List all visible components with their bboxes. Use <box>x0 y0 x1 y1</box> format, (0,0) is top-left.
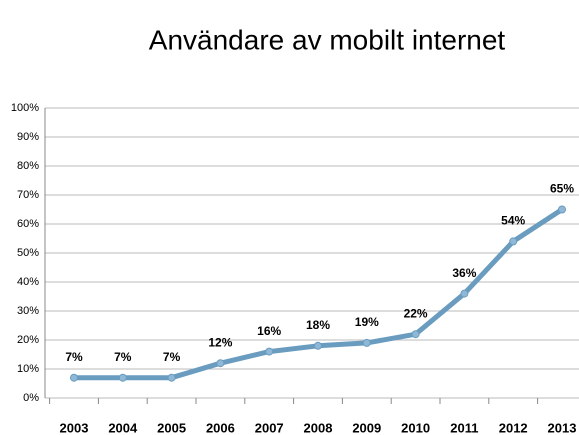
data-label: 16% <box>257 324 281 338</box>
x-tick-label: 2003 <box>60 420 89 435</box>
data-label: 65% <box>550 182 574 196</box>
point <box>167 373 176 382</box>
x-tick-label: 2009 <box>352 420 381 435</box>
x-tick-label: 2011 <box>450 420 478 435</box>
x-tick-label: 2007 <box>255 420 284 435</box>
point <box>509 237 518 246</box>
data-label: 22% <box>404 306 428 320</box>
data-label: 18% <box>306 318 330 332</box>
y-tick-label: 70% <box>17 189 39 201</box>
y-tick-label: 30% <box>17 305 39 317</box>
point <box>460 289 469 298</box>
y-tick-label: 20% <box>17 334 39 346</box>
y-tick-label: 80% <box>17 160 39 172</box>
line-series <box>74 207 564 381</box>
y-tick-label: 60% <box>17 218 39 230</box>
x-tick-label: 2005 <box>157 420 186 435</box>
x-tick-label: 2013 <box>548 420 577 435</box>
point <box>216 359 225 368</box>
point <box>558 205 566 214</box>
data-label: 12% <box>208 335 232 349</box>
point <box>411 330 420 339</box>
data-label: 7% <box>65 350 83 364</box>
data-label: 7% <box>114 350 132 364</box>
data-label: 36% <box>452 266 476 280</box>
point <box>314 341 322 350</box>
x-tick-label: 2004 <box>108 420 138 435</box>
x-tick-label: 2010 <box>401 420 430 435</box>
y-tick-label: 0% <box>23 392 39 404</box>
x-tick-label: 2008 <box>304 420 333 435</box>
point <box>118 373 127 382</box>
data-label: 7% <box>163 350 181 364</box>
data-label: 54% <box>501 214 525 228</box>
y-tick-label: 90% <box>17 131 39 143</box>
x-tick-label: 2012 <box>499 420 528 435</box>
x-tick-label: 2006 <box>206 420 235 435</box>
point <box>362 338 371 347</box>
point <box>70 373 78 382</box>
chart-title: Användare av mobilt internet <box>149 24 506 55</box>
y-tick-label: 50% <box>17 247 39 259</box>
y-tick-label: 40% <box>17 276 39 288</box>
y-tick-label: 100% <box>11 102 39 114</box>
data-label: 19% <box>355 315 379 329</box>
y-tick-label: 10% <box>17 363 39 375</box>
point <box>265 347 274 356</box>
